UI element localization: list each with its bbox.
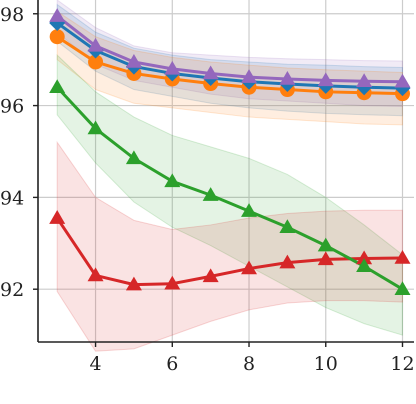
y-tick-label: 98 <box>0 4 24 26</box>
point-series-4-x6 <box>164 275 181 290</box>
y-tick-label: 92 <box>0 279 24 301</box>
y-tick-label: 94 <box>0 187 24 209</box>
point-series-3-x6 <box>164 173 181 188</box>
point-series-3-x4 <box>87 120 104 135</box>
point-series-3-x3 <box>49 79 66 93</box>
point-series-2-x4 <box>88 54 104 70</box>
point-series-0-x10 <box>317 72 334 87</box>
point-series-4-x8 <box>241 260 258 275</box>
point-series-3-x9 <box>279 219 296 233</box>
point-series-3-x8 <box>241 203 258 217</box>
y-tick-label: 96 <box>0 96 24 118</box>
x-tick-label: 10 <box>314 353 338 375</box>
x-tick-label: 8 <box>243 353 255 375</box>
band-series-1 <box>56 3 403 117</box>
line-series-1 <box>56 21 403 90</box>
series-markers <box>49 8 411 295</box>
point-series-4-x12 <box>394 249 411 264</box>
point-series-3-x10 <box>317 237 334 252</box>
tick-marks <box>33 13 404 347</box>
point-series-4-x3 <box>49 210 66 224</box>
point-series-3-x11 <box>356 258 373 273</box>
point-series-0-x8 <box>241 69 258 83</box>
point-series-4-x11 <box>356 250 373 265</box>
x-tick-label: 12 <box>390 353 414 375</box>
x-tick-label: 6 <box>166 353 178 375</box>
point-series-4-x5 <box>125 276 142 291</box>
point-series-0-x9 <box>279 70 296 85</box>
tick-labels: 4 6 8 10 12 92 94 96 98 <box>0 4 415 375</box>
point-series-4-x10 <box>317 251 334 266</box>
line-series-0 <box>56 14 403 84</box>
point-series-0-x3 <box>49 8 66 22</box>
line-series-4 <box>55 217 403 287</box>
point-series-4-x4 <box>87 267 104 282</box>
point-series-3-x5 <box>125 150 142 165</box>
line-series-3 <box>56 86 404 291</box>
point-series-0-x5 <box>125 53 142 68</box>
point-series-0-x11 <box>356 73 373 88</box>
point-series-0-x12 <box>394 73 411 88</box>
point-series-0-x6 <box>164 60 181 75</box>
band-series-3 <box>56 53 403 336</box>
point-series-2-x3 <box>49 29 65 45</box>
point-series-4-x7 <box>202 268 219 283</box>
line-series-2 <box>56 35 403 96</box>
x-tick-label: 4 <box>90 353 102 375</box>
point-series-3-x12 <box>394 281 411 295</box>
band-series-2 <box>56 10 403 126</box>
series-lines <box>55 14 404 291</box>
grid <box>38 0 414 342</box>
point-series-0-x7 <box>202 65 219 80</box>
band-series-4 <box>56 140 403 352</box>
point-series-0-x4 <box>87 37 104 52</box>
confidence-bands <box>56 0 403 352</box>
point-series-3-x7 <box>202 187 219 201</box>
point-series-4-x9 <box>279 254 296 269</box>
